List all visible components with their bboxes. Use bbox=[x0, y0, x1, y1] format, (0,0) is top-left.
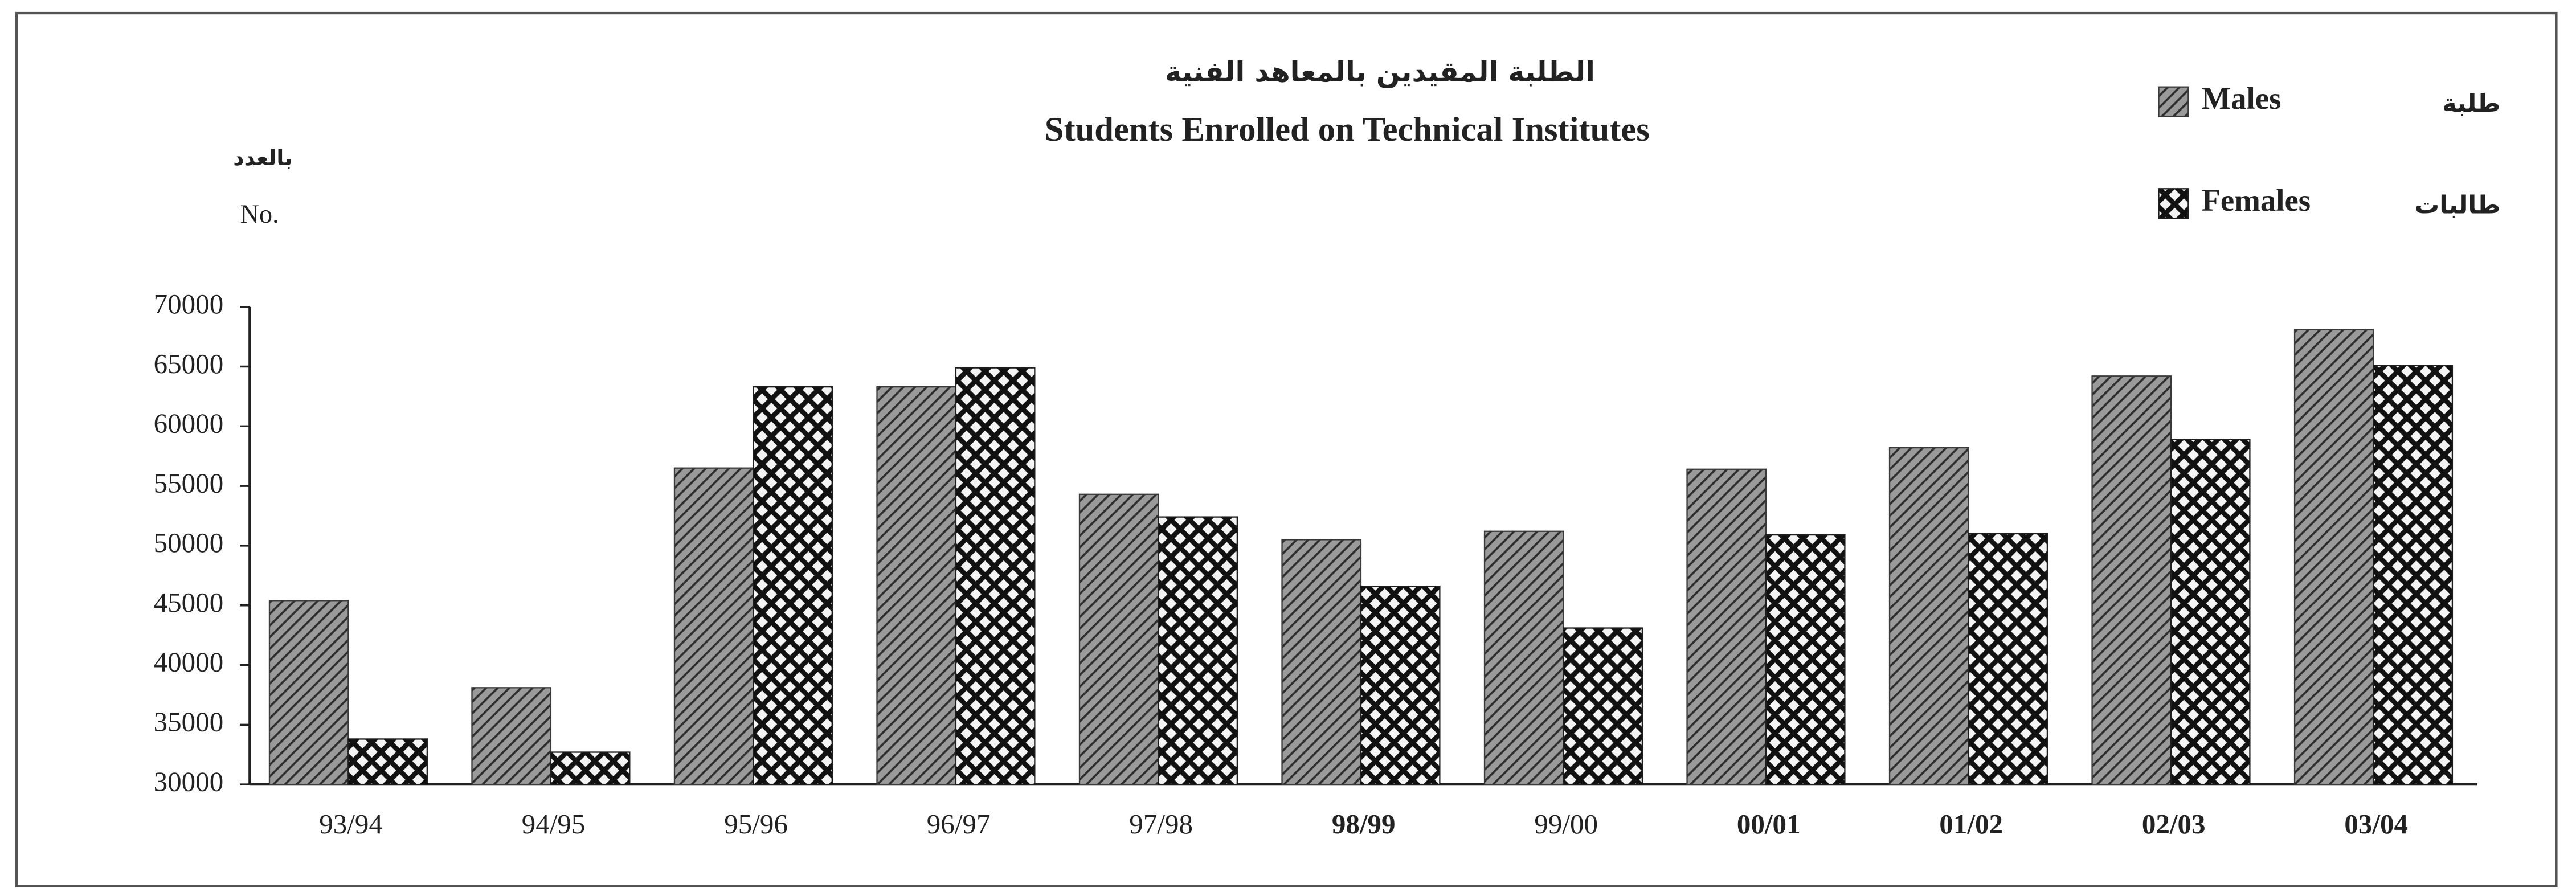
bar bbox=[1563, 627, 1643, 785]
x-tick-label: 98/99 bbox=[1332, 808, 1396, 840]
x-tick-label: 96/97 bbox=[927, 808, 991, 840]
x-tick-label: 03/04 bbox=[2344, 808, 2408, 840]
legend-label-ar: طالبات bbox=[2415, 191, 2501, 220]
bar bbox=[471, 687, 552, 785]
bar bbox=[673, 467, 754, 785]
bar bbox=[753, 386, 833, 785]
bar bbox=[1686, 468, 1767, 785]
chart-title: Students Enrolled on Technical Institute… bbox=[1045, 111, 1650, 149]
legend-swatch bbox=[2158, 188, 2189, 219]
bar bbox=[1360, 586, 1441, 785]
y-tick-label: 30000 bbox=[154, 766, 224, 797]
bar bbox=[1078, 493, 1159, 785]
frame bbox=[15, 11, 2558, 887]
bar bbox=[1483, 530, 1564, 785]
bar bbox=[2091, 375, 2172, 785]
x-tick-label: 02/03 bbox=[2142, 808, 2206, 840]
y-tick-label: 65000 bbox=[154, 348, 224, 379]
chart-title-ar: الطلبة المقيدين بالمعاهد الفنية bbox=[1165, 56, 1595, 88]
bar bbox=[876, 386, 957, 785]
bar bbox=[347, 738, 428, 785]
legend-label-ar: طلبة bbox=[2442, 89, 2500, 118]
legend-label: Males bbox=[2201, 81, 2281, 116]
y-label: No. bbox=[240, 199, 279, 228]
y-tick-label: 70000 bbox=[154, 288, 224, 320]
bar bbox=[1888, 447, 1969, 785]
bar bbox=[955, 367, 1036, 785]
y-tick-label: 40000 bbox=[154, 647, 224, 678]
y-tick-label: 60000 bbox=[154, 408, 224, 439]
x-tick-label: 00/01 bbox=[1737, 808, 1801, 840]
y-label-ar: بالعدد bbox=[233, 145, 292, 170]
bar bbox=[268, 600, 349, 785]
bar bbox=[550, 751, 631, 785]
bar bbox=[1765, 534, 1846, 785]
y-tick-label: 35000 bbox=[154, 706, 224, 738]
y-tick-label: 50000 bbox=[154, 527, 224, 558]
x-tick-label: 94/95 bbox=[522, 808, 586, 840]
bar bbox=[1281, 539, 1362, 785]
y-tick-label: 45000 bbox=[154, 587, 224, 618]
bar bbox=[2373, 365, 2454, 785]
x-tick-label: 01/02 bbox=[1939, 808, 2003, 840]
legend-label: Females bbox=[2201, 183, 2311, 218]
x-tick-label: 99/00 bbox=[1534, 808, 1598, 840]
bar bbox=[1968, 533, 2048, 785]
x-tick-label: 97/98 bbox=[1129, 808, 1193, 840]
y-tick-label: 55000 bbox=[154, 467, 224, 498]
bar bbox=[2293, 329, 2374, 785]
bar bbox=[2170, 439, 2251, 785]
x-tick-label: 95/96 bbox=[724, 808, 788, 840]
bar bbox=[1158, 516, 1238, 785]
legend-swatch bbox=[2158, 86, 2189, 117]
x-tick-label: 93/94 bbox=[319, 808, 383, 840]
